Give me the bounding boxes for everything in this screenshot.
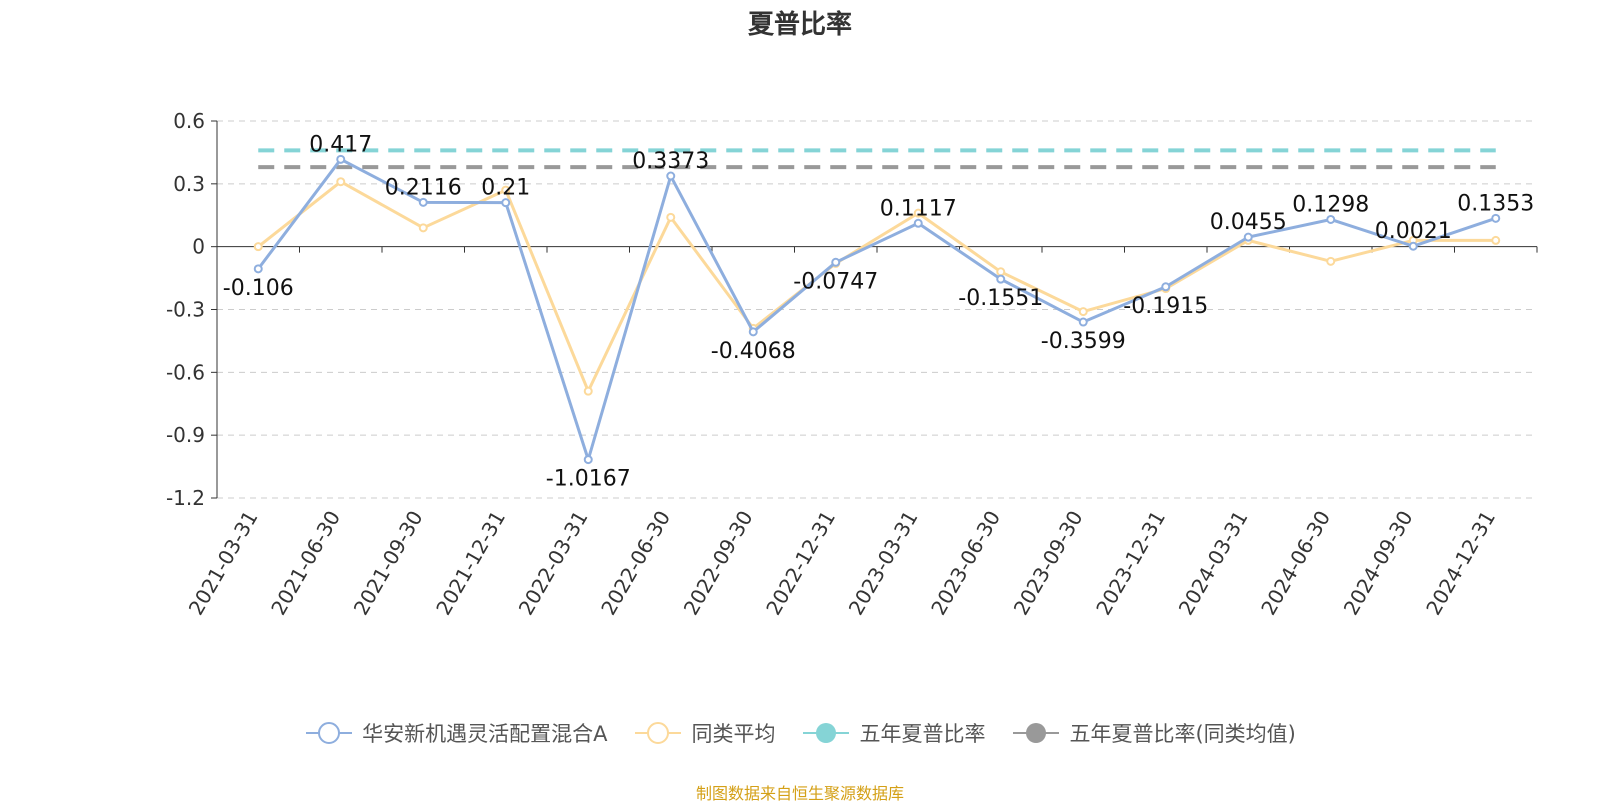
legend-label-peer-average: 同类平均 — [691, 722, 776, 746]
x-tick-label: 2023-03-31 — [844, 507, 923, 620]
legend-marker-five-year-peer — [1013, 723, 1060, 743]
legend-item-five-year-peer[interactable]: 五年夏普比率(同类均值) — [1011, 718, 1296, 748]
data-label: -0.1915 — [1123, 294, 1208, 319]
x-tick-label: 2024-03-31 — [1174, 507, 1253, 620]
x-tick-label: 2023-06-30 — [926, 507, 1005, 620]
legend-label-five-year: 五年夏普比率 — [859, 722, 986, 746]
y-tick-label: -0.3 — [166, 298, 205, 322]
data-point — [1243, 232, 1253, 242]
data-label: 0.1117 — [880, 196, 957, 221]
legend-item-peer-average[interactable]: 同类平均 — [633, 718, 775, 748]
data-label: -1.0167 — [546, 467, 631, 492]
data-label: -0.3599 — [1041, 329, 1126, 354]
data-point — [1161, 282, 1171, 292]
source-note: 制图数据来自恒生聚源数据库 — [695, 784, 904, 803]
data-point — [253, 242, 263, 252]
data-point — [748, 327, 758, 337]
x-tick-label: 2022-03-31 — [514, 507, 593, 620]
y-tick-label: 0.6 — [173, 109, 205, 133]
legend-item-five-year[interactable]: 五年夏普比率 — [801, 718, 985, 748]
data-point — [418, 197, 428, 207]
data-point — [666, 171, 676, 181]
data-point — [418, 223, 428, 233]
x-tick-label: 2024-12-31 — [1421, 507, 1500, 620]
data-point — [501, 185, 511, 195]
data-point — [336, 177, 346, 187]
y-tick-label: -1.2 — [166, 486, 205, 510]
y-tick-label: -0.6 — [166, 360, 205, 384]
data-label: 0.1353 — [1457, 191, 1534, 216]
data-label: 0.3373 — [632, 149, 709, 174]
data-point — [913, 218, 923, 228]
data-point — [1491, 213, 1501, 223]
data-point — [336, 154, 346, 164]
y-tick-label: -0.9 — [166, 423, 205, 447]
data-label: 0.1298 — [1292, 192, 1369, 217]
x-tick-label: 2022-06-30 — [596, 507, 675, 620]
x-tick-label: 2022-09-30 — [679, 507, 758, 620]
data-point — [1078, 317, 1088, 327]
data-label: -0.106 — [223, 276, 294, 301]
x-tick-label: 2024-09-30 — [1339, 507, 1418, 620]
chart-title: 夏普比率 — [747, 10, 852, 40]
x-tick-label: 2021-03-31 — [184, 507, 263, 620]
legend-label-fund: 华安新机遇灵活配置混合A — [362, 722, 608, 746]
data-label: 0.2116 — [385, 175, 462, 200]
y-tick-label: 0 — [192, 235, 205, 259]
legend: 华安新机遇灵活配置混合A 同类平均 五年夏普比率 五年夏普比率(同类均值) — [0, 718, 1600, 748]
legend-label-five-year-peer: 五年夏普比率(同类均值) — [1069, 722, 1296, 746]
data-point — [831, 257, 841, 267]
data-label: 0.0021 — [1375, 219, 1452, 244]
series-line-0 — [257, 157, 1497, 462]
data-label: 0.21 — [481, 176, 530, 201]
legend-marker-fund — [306, 722, 353, 744]
data-point — [1408, 241, 1418, 251]
data-point — [1078, 307, 1088, 317]
legend-marker-five-year — [803, 723, 850, 743]
x-tick-label: 2023-12-31 — [1091, 507, 1170, 620]
data-label: -0.1551 — [958, 286, 1043, 311]
data-label: 0.0455 — [1210, 210, 1287, 235]
data-point — [501, 198, 511, 208]
data-label: -0.4068 — [711, 339, 796, 364]
data-point — [1326, 214, 1336, 224]
x-tick-label: 2023-09-30 — [1009, 507, 1088, 620]
x-tick-label: 2024-06-30 — [1256, 507, 1335, 620]
x-tick-label: 2021-06-30 — [266, 507, 345, 620]
data-label: -0.0747 — [793, 269, 878, 294]
data-point — [583, 455, 593, 465]
data-label: 0.417 — [309, 132, 372, 157]
x-tick-label: 2021-12-31 — [431, 507, 510, 620]
data-point — [913, 208, 923, 218]
x-tick-label: 2021-09-30 — [349, 507, 428, 620]
data-point — [666, 212, 676, 222]
data-point — [583, 386, 593, 396]
x-tick-label: 2022-12-31 — [761, 507, 840, 620]
y-tick-label: 0.3 — [173, 172, 205, 196]
legend-item-fund[interactable]: 华安新机遇灵活配置混合A — [304, 718, 607, 748]
data-point — [996, 267, 1006, 277]
data-point — [1326, 256, 1336, 266]
data-point — [253, 264, 263, 274]
series-line-1 — [257, 180, 1496, 393]
data-point — [1491, 235, 1501, 245]
data-point — [996, 274, 1006, 284]
legend-marker-peer-average — [635, 722, 682, 744]
